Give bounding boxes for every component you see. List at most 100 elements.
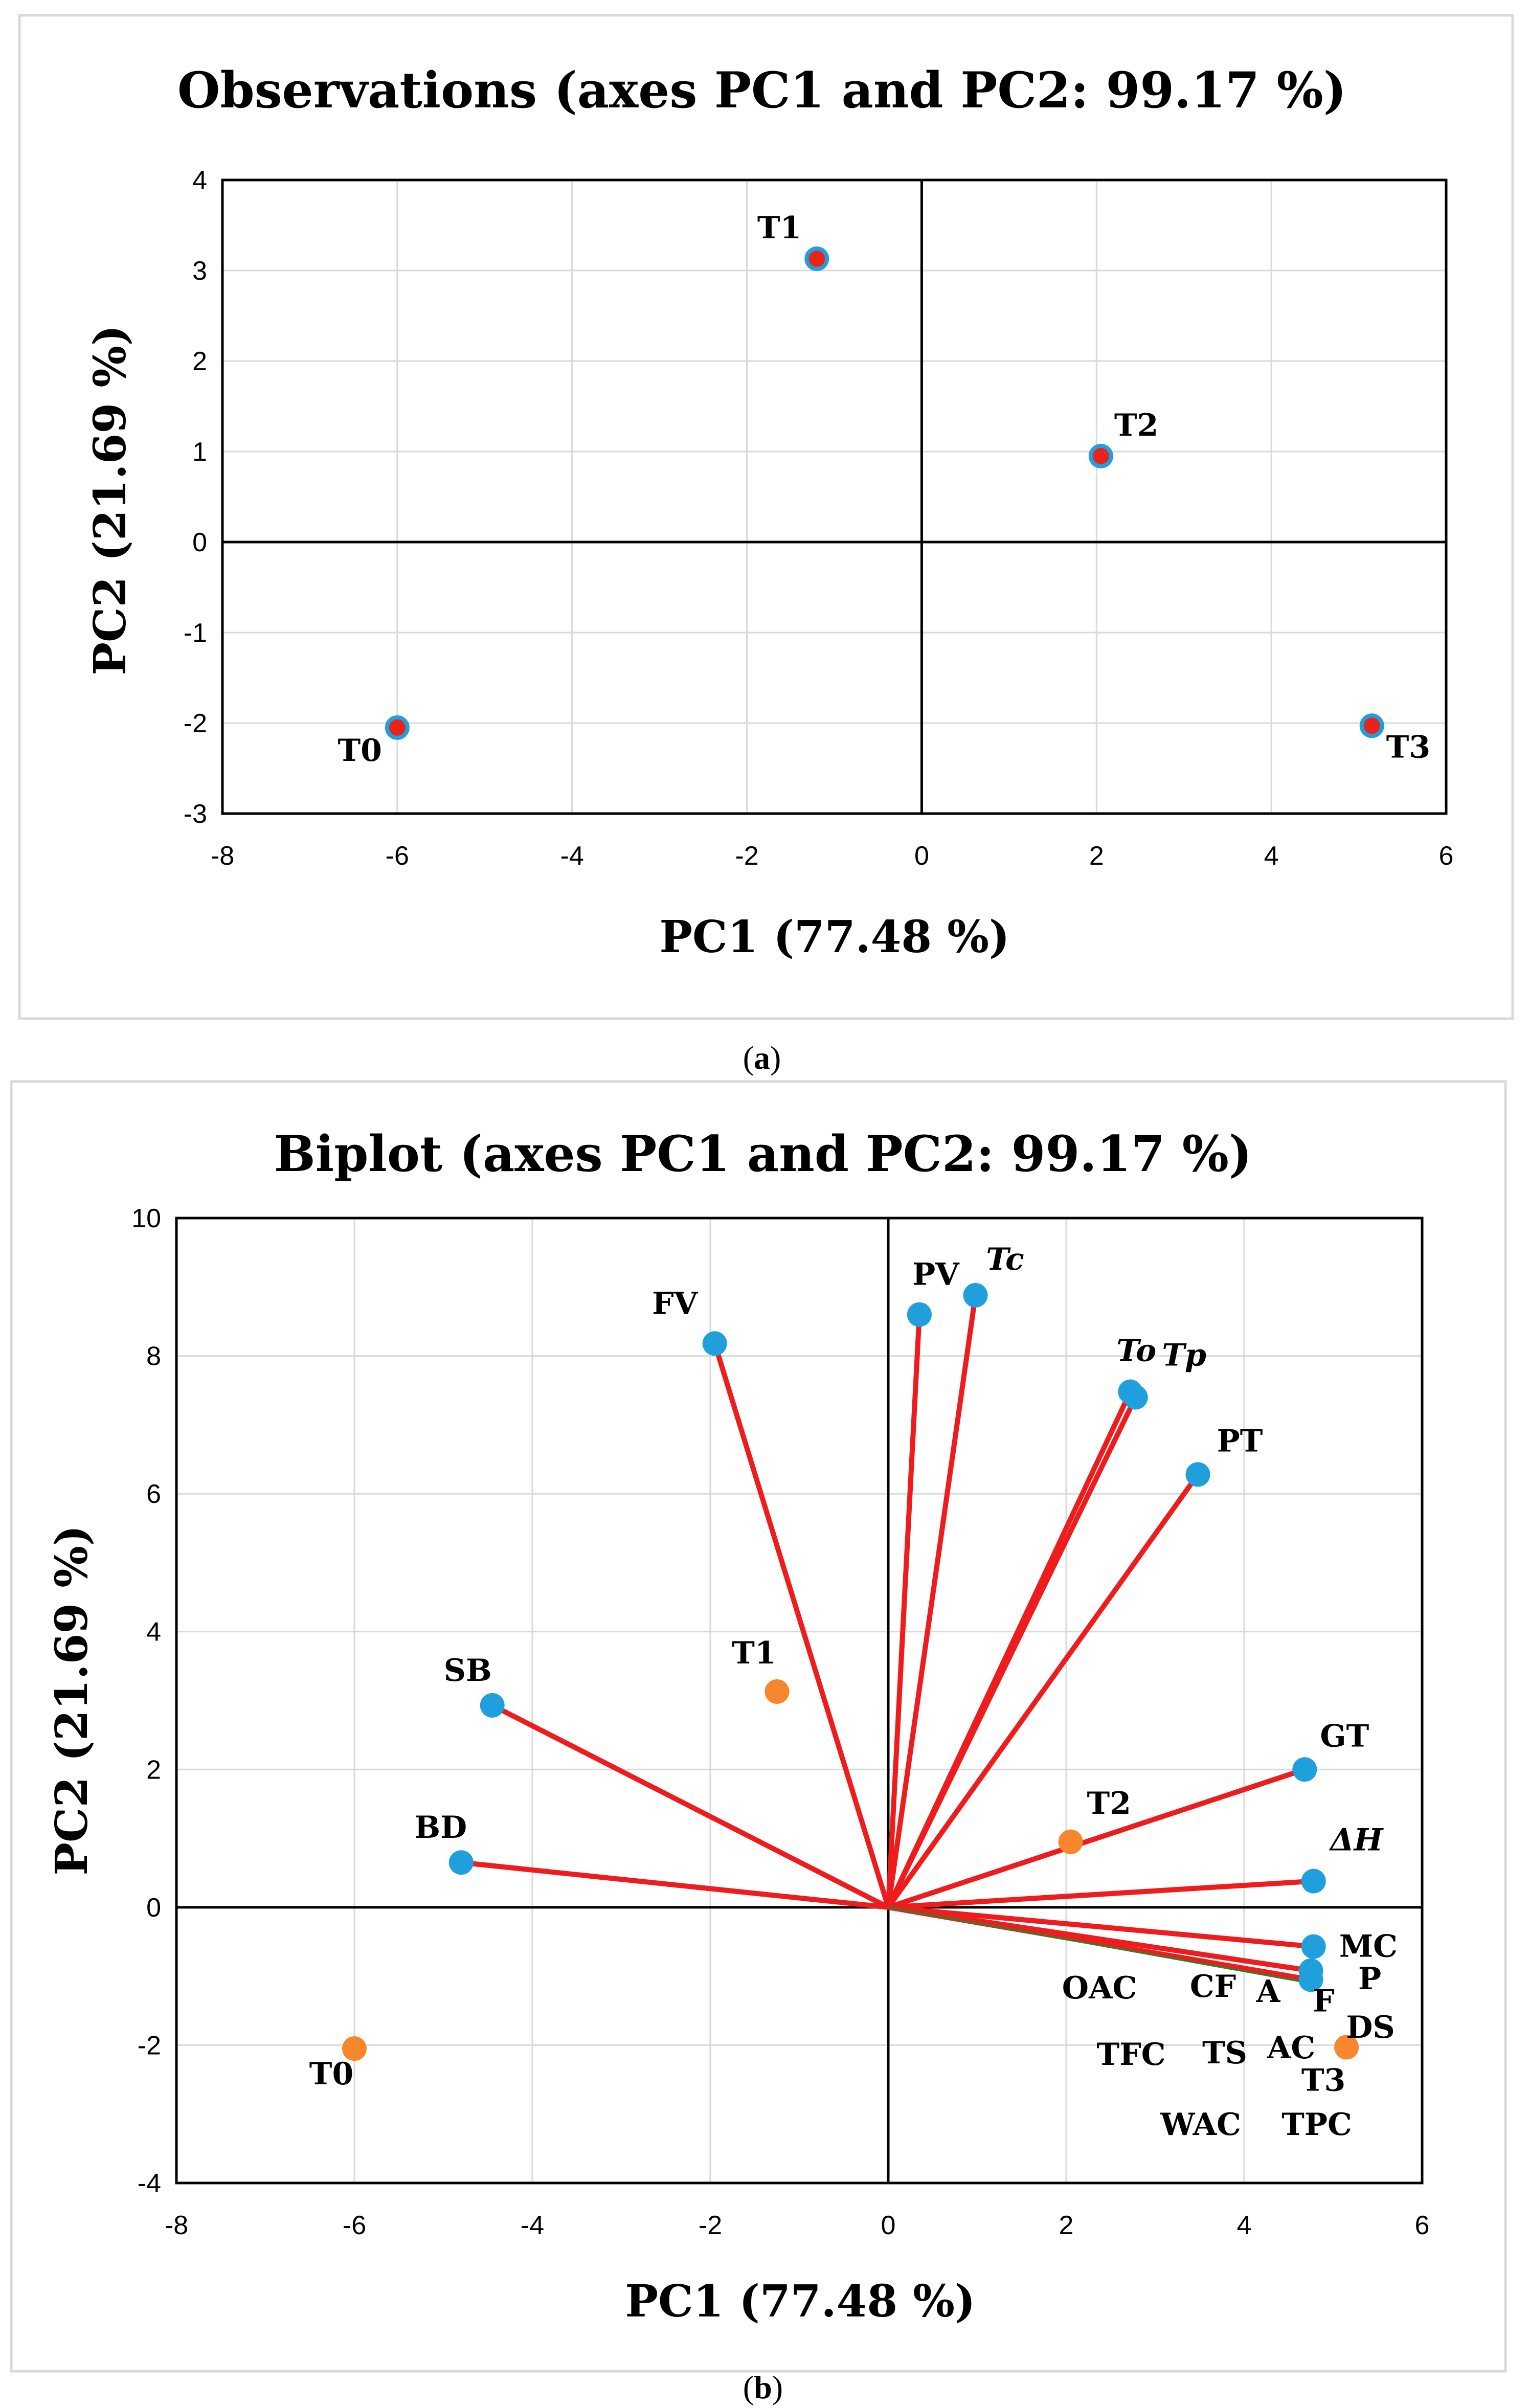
x-tick-label: 4	[1264, 841, 1279, 871]
observation-point	[1359, 713, 1384, 738]
loading-vector	[489, 1702, 891, 1910]
variable-label: SB	[444, 1653, 492, 1689]
observation-point	[1088, 443, 1113, 468]
y-tick-label: -3	[184, 799, 207, 829]
variable-label: Tc	[986, 1242, 1024, 1277]
variable-point	[907, 1302, 932, 1327]
loading-vector	[886, 1767, 1308, 1910]
variable-point	[1298, 1967, 1323, 1992]
variable-label: To	[1116, 1333, 1156, 1369]
y-tick-label: 4	[146, 1617, 161, 1647]
chart-a-title: Observations (axes PC1 and PC2: 99.17 %)	[177, 61, 1346, 119]
observation-point	[764, 1679, 790, 1704]
caption-b: (b)	[743, 2369, 783, 2405]
variable-label: TS	[1202, 2035, 1247, 2071]
observation-point	[342, 2036, 367, 2061]
variable-label: AC	[1267, 2030, 1315, 2066]
x-tick-label: 2	[1089, 841, 1104, 871]
loading-vector	[886, 1904, 1316, 1949]
chart-b-cluster-labels: OAC CF A TFC TS AC WAC TPC DS	[1062, 1969, 1395, 2143]
caption-a: (a)	[743, 1040, 781, 1076]
observation-label: T1	[732, 1635, 776, 1671]
chart-b-x-axis-title: PC1 (77.48 %)	[625, 2276, 975, 2327]
variable-label: F	[1313, 1983, 1335, 2019]
variable-label: TPC	[1281, 2107, 1352, 2143]
x-tick-label: -4	[521, 2211, 544, 2240]
y-tick-label: 10	[131, 1204, 161, 1233]
chart-b-title: Biplot (axes PC1 and PC2: 99.17 %)	[274, 1125, 1252, 1183]
y-tick-label: 1	[192, 437, 207, 467]
variable-label: GT	[1320, 1718, 1369, 1754]
x-tick-label: -2	[699, 2211, 722, 2240]
chart-a-y-axis-title: PC2 (21.69 %)	[84, 325, 136, 675]
y-tick-label: 0	[146, 1893, 161, 1923]
observation-point	[1058, 1829, 1083, 1854]
variable-label: Tp	[1162, 1337, 1206, 1373]
x-tick-label: 6	[1439, 841, 1454, 871]
chart-a-y-ticks: -3 -2 -1 0 1 2 3 4	[184, 166, 207, 829]
variable-label: P	[1358, 1961, 1381, 1997]
observation-label: T3	[1301, 2062, 1345, 2098]
loading-vector	[886, 1292, 978, 1910]
loading-vector	[886, 1394, 1138, 1910]
y-tick-label: 6	[146, 1479, 161, 1509]
variable-point	[1301, 1869, 1326, 1894]
variable-label: A	[1256, 1974, 1281, 2010]
observation-label: T1	[757, 210, 801, 246]
y-tick-label: 3	[192, 256, 207, 286]
y-tick-label: 4	[192, 166, 207, 195]
variable-label: DS	[1346, 2010, 1395, 2045]
x-tick-label: -6	[343, 2211, 366, 2240]
variable-point	[963, 1282, 988, 1308]
x-tick-label: 0	[914, 841, 929, 871]
y-tick-label: 2	[146, 1755, 161, 1785]
chart-b-x-ticks: -8 -6 -4 -2 0 2 4 6	[165, 2211, 1430, 2240]
variable-point	[1123, 1385, 1148, 1410]
x-tick-label: -8	[211, 841, 234, 871]
loading-vector	[712, 1341, 891, 1910]
variable-label: OAC	[1062, 1970, 1137, 2006]
variable-label: ΔH	[1329, 1822, 1384, 1858]
x-tick-label: -8	[165, 2211, 188, 2240]
y-tick-label: 2	[192, 347, 207, 376]
caption-a-letter: a	[754, 1040, 770, 1076]
chart-a-observations: Observations (axes PC1 and PC2: 99.17 %)…	[18, 14, 1514, 1020]
x-tick-label: -2	[735, 841, 758, 871]
observation-label: T0	[338, 733, 381, 769]
caption-b-letter: b	[754, 2369, 772, 2405]
variable-label: PT	[1217, 1423, 1263, 1459]
chart-a-x-ticks: -8 -6 -4 -2 0 2 4 6	[211, 841, 1454, 871]
variable-label: CF	[1190, 1969, 1236, 2005]
variable-point	[480, 1693, 505, 1718]
chart-b-biplot: Biplot (axes PC1 and PC2: 99.17 %) -8 -6 -…	[10, 1080, 1507, 2373]
variable-label: BD	[414, 1810, 467, 1846]
y-tick-label: -2	[184, 709, 207, 738]
variable-label: FV	[652, 1286, 699, 1321]
observation-label: T2	[1087, 1786, 1131, 1821]
loading-vector	[886, 1472, 1201, 1910]
variable-point	[702, 1331, 727, 1356]
observation-point	[385, 715, 410, 740]
chart-b-observation-points: T0 T1 T2 T3	[309, 1635, 1359, 2098]
chart-b-plot-border	[175, 1217, 1424, 2185]
variable-label: WAC	[1160, 2107, 1241, 2143]
observation-point	[804, 246, 829, 271]
chart-b-frame	[10, 1080, 1507, 2373]
chart-b-loading-vectors	[458, 1292, 1316, 1985]
chart-a-zero-axes	[222, 180, 1446, 814]
variable-label: TFC	[1097, 2037, 1166, 2073]
loading-vector	[886, 1878, 1316, 1910]
x-tick-label: 0	[881, 2211, 896, 2240]
variable-point	[448, 1850, 474, 1875]
observation-point	[1334, 2035, 1359, 2060]
y-tick-label: -1	[184, 618, 207, 648]
x-tick-label: -4	[560, 841, 584, 871]
loading-vector	[886, 1312, 922, 1910]
y-tick-label: -2	[138, 2031, 161, 2060]
variable-point	[1292, 1757, 1317, 1782]
loading-vector-overlay	[888, 1906, 1311, 1985]
observation-label: T0	[309, 2056, 353, 2092]
x-tick-label: -6	[386, 841, 409, 871]
chart-a-points: T1 T2 T0 T3	[338, 210, 1430, 769]
